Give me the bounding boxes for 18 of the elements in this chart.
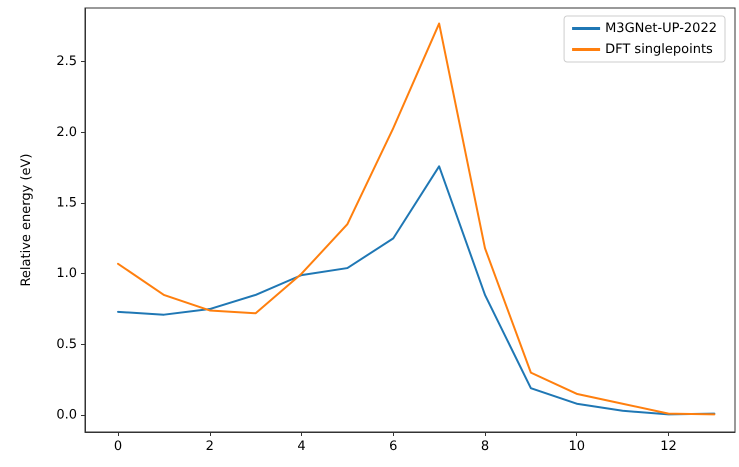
y-tick-label: 1.0 (56, 266, 77, 282)
y-tick-label: 2.0 (56, 124, 77, 140)
y-axis-title: Relative energy (eV) (19, 153, 34, 287)
x-tick-label: 4 (297, 439, 306, 454)
line-series (117, 22, 716, 416)
x-tick-label: 2 (206, 439, 214, 454)
x-tick-label: 0 (114, 439, 122, 454)
y-tick-label: 2.5 (56, 54, 77, 70)
y-tick-label: 0.5 (56, 336, 77, 352)
x-tick-label: 12 (660, 439, 677, 454)
y-tick-label: 0.0 (56, 408, 77, 423)
legend-label: DFT singlepoints (605, 42, 714, 57)
legend-label: M3GNet-UP-2022 (605, 21, 718, 36)
x-tick-label: 8 (480, 439, 490, 454)
y-tick-label: 1.5 (56, 196, 77, 211)
x-tick-label: 6 (389, 439, 398, 454)
x-tick-label: 10 (568, 439, 586, 454)
line-series (117, 165, 716, 416)
